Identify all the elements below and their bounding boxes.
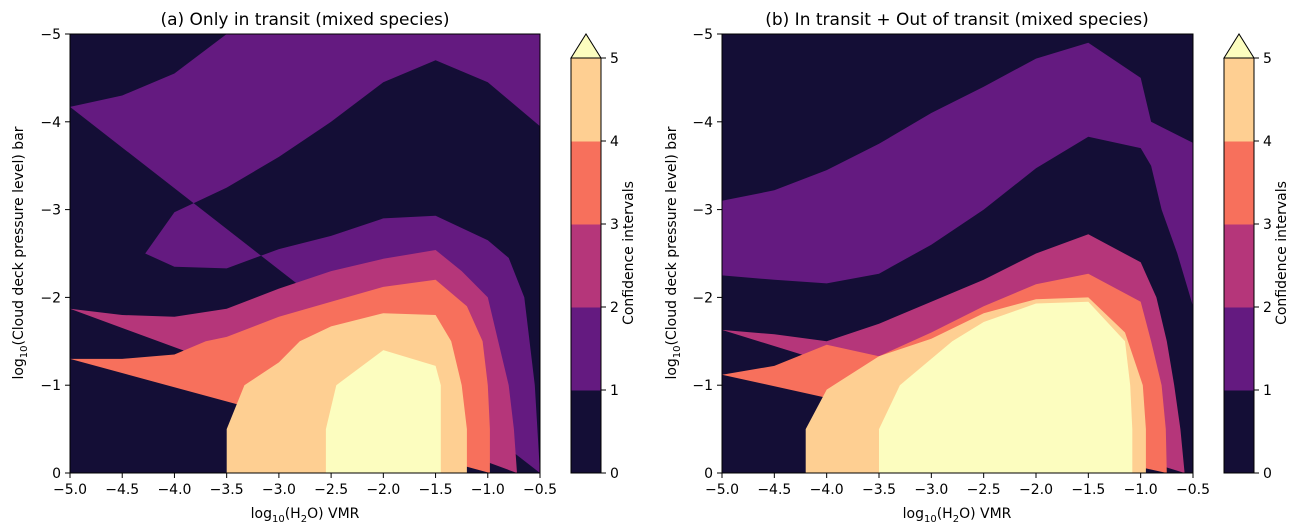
y-tick-label: 0 xyxy=(704,466,713,482)
colorbar-segment xyxy=(571,224,601,308)
plot-area xyxy=(69,33,541,474)
colorbar-segment xyxy=(1224,390,1254,474)
x-tick-label: −3.5 xyxy=(862,482,896,498)
colorbar-tick-label: 3 xyxy=(610,217,619,233)
y-axis-label: log10(Cloud deck pressure level) bar xyxy=(11,126,30,379)
colorbar-segment xyxy=(1224,141,1254,225)
colorbar-segment xyxy=(571,141,601,225)
x-tick-label: −2.0 xyxy=(366,482,400,498)
x-tick-label: −1.0 xyxy=(471,482,505,498)
colorbar-segment xyxy=(571,307,601,391)
y-tick-label: 0 xyxy=(52,466,61,482)
colorbar-tick-label: 1 xyxy=(610,383,619,399)
chart-title: (b) In transit + Out of transit (mixed s… xyxy=(765,10,1149,30)
colorbar-extend-arrow xyxy=(1223,33,1255,59)
colorbar-segment xyxy=(1224,224,1254,308)
x-tick-label: −1.5 xyxy=(419,482,453,498)
colorbar-tick-label: 0 xyxy=(610,466,619,482)
colorbar-tick-label: 5 xyxy=(610,51,619,67)
y-tick-label: −4 xyxy=(692,115,713,131)
x-tick-label: −3.0 xyxy=(914,482,948,498)
colorbar-segment xyxy=(571,390,601,474)
plot-area xyxy=(721,33,1194,474)
contour-region-1 xyxy=(722,42,1193,307)
x-tick-label: −4.0 xyxy=(810,482,844,498)
y-axis-ticks: −5 −4 −3 −2 −1 0 xyxy=(692,27,722,482)
y-tick-label: −2 xyxy=(40,290,61,306)
x-tick-label: −4.0 xyxy=(157,482,191,498)
x-axis-ticks: −5.0 −4.5 −4.0 −3.5 −3.0 −2.5 −2.0 −1.5 −1.0 −0.5 xyxy=(705,473,1210,498)
y-axis-label: log10(Cloud deck pressure level) bar xyxy=(664,126,683,379)
panel-a: (a) Only in transit (mixed species) −5.0… xyxy=(11,10,637,525)
y-tick-label: −3 xyxy=(692,203,713,219)
x-tick-label: −0.5 xyxy=(523,482,557,498)
x-tick-label: −3.0 xyxy=(262,482,296,498)
x-tick-label: −3.5 xyxy=(210,482,244,498)
colorbar-segment xyxy=(1224,307,1254,391)
y-tick-label: −4 xyxy=(40,115,61,131)
x-tick-label: −5.0 xyxy=(705,482,739,498)
colorbar-label: Confidence intervals xyxy=(621,181,637,325)
colorbar-segment xyxy=(1224,58,1254,142)
colorbar-segment xyxy=(571,58,601,142)
colorbar-tick-label: 2 xyxy=(1263,300,1272,316)
plot-frame xyxy=(69,33,541,474)
y-tick-label: −3 xyxy=(40,203,61,219)
colorbar-tick-label: 3 xyxy=(1263,217,1272,233)
x-tick-label: −2.5 xyxy=(314,482,348,498)
colorbar-frame xyxy=(1223,57,1255,474)
y-tick-label: −2 xyxy=(692,290,713,306)
x-tick-label: −1.0 xyxy=(1124,482,1158,498)
x-tick-label: −0.5 xyxy=(1176,482,1210,498)
y-tick-label: −1 xyxy=(692,378,713,394)
colorbar-tick-label: 4 xyxy=(1263,134,1272,150)
x-tick-label: −1.5 xyxy=(1071,482,1105,498)
colorbar-label: Confidence intervals xyxy=(1274,181,1290,325)
colorbar-frame xyxy=(570,57,602,474)
contour-region-5 xyxy=(879,301,1133,473)
x-tick-label: −2.0 xyxy=(1019,482,1053,498)
x-tick-label: −2.5 xyxy=(967,482,1001,498)
x-tick-label: −4.5 xyxy=(757,482,791,498)
y-axis-ticks: −5 −4 −3 −2 −1 0 xyxy=(40,27,70,482)
x-axis-label: log10(H2O) VMR xyxy=(903,506,1012,525)
colorbar: 0 1 2 3 4 5 xyxy=(1223,33,1272,482)
chart-title: (a) Only in transit (mixed species) xyxy=(160,10,449,30)
y-tick-label: −5 xyxy=(40,27,61,43)
plot-frame xyxy=(721,33,1194,474)
y-tick-label: −1 xyxy=(40,378,61,394)
x-tick-label: −5.0 xyxy=(53,482,87,498)
x-axis-label: log10(H2O) VMR xyxy=(251,506,360,525)
x-tick-label: −4.5 xyxy=(105,482,139,498)
contour-region-5 xyxy=(325,350,441,473)
colorbar: 0 1 2 3 4 5 xyxy=(570,33,619,482)
x-axis-ticks: −5.0 −4.5 −4.0 −3.5 −3.0 −2.5 −2.0 −1.5 −1.0 −0.5 xyxy=(53,473,557,498)
colorbar-extend-arrow xyxy=(570,33,602,59)
colorbar-tick-label: 0 xyxy=(1263,466,1272,482)
colorbar-tick-label: 1 xyxy=(1263,383,1272,399)
colorbar-tick-label: 2 xyxy=(610,300,619,316)
colorbar-tick-label: 4 xyxy=(610,134,619,150)
colorbar-tick-label: 5 xyxy=(1263,51,1272,67)
panel-b: (b) In transit + Out of transit (mixed s… xyxy=(664,10,1290,525)
y-tick-label: −5 xyxy=(692,27,713,43)
